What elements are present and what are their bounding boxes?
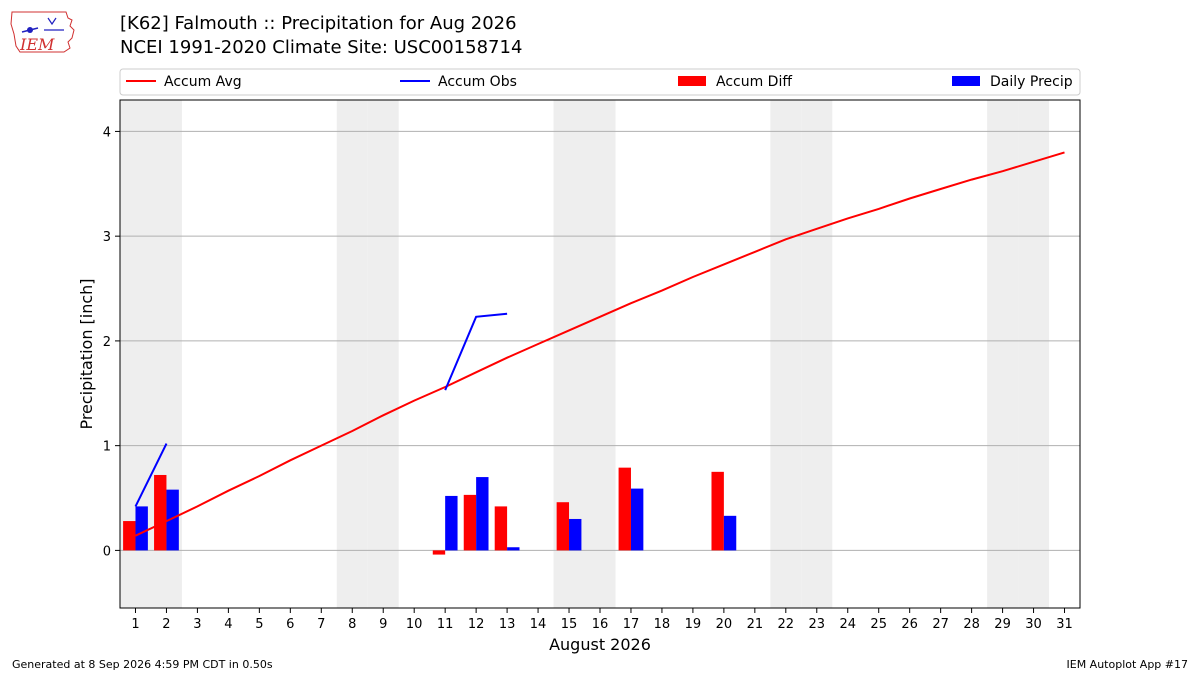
x-tick-label: 21 [747,617,764,632]
x-tick-label: 14 [530,617,547,632]
bar-accum-diff [463,494,477,551]
x-tick-label: 1 [131,617,139,632]
iem-logo: IEM [10,11,75,54]
x-tick-label: 9 [379,617,387,632]
legend-label-accum-obs: Accum Obs [438,74,517,90]
legend-swatch-daily-precip [952,76,980,86]
x-tick-label: 6 [286,617,294,632]
svg-text:IEM: IEM [19,35,55,54]
legend-label-daily-precip: Daily Precip [990,74,1073,90]
bar-daily-precip [507,547,520,551]
x-tick-label: 7 [317,617,325,632]
line-accum-obs [134,312,508,507]
x-tick-label: 3 [193,617,201,632]
bar-accum-diff [432,550,446,555]
x-tick-label: 10 [406,617,423,632]
x-tick-label: 8 [348,617,356,632]
weekend-band [770,100,802,608]
legend-swatch-accum-diff [678,76,706,86]
y-tick-label: 0 [103,544,111,559]
line-accum-avg [135,151,1065,537]
weekend-band [987,100,1019,608]
bar-accum-diff [618,467,631,551]
x-tick-label: 29 [994,617,1011,632]
bar-accum-diff [154,474,167,551]
legend: Accum Avg Accum Obs Accum Diff Daily Precip [119,68,1081,96]
y-tick-label: 1 [103,440,111,455]
weekend-band [367,100,399,608]
x-tick-label: 18 [654,617,671,632]
x-tick-label: 15 [561,617,578,632]
x-tick-label: 13 [499,617,516,632]
x-axis-label: August 2026 [549,635,651,654]
weekend-band [584,100,616,608]
x-tick-label: 24 [839,617,856,632]
bar-accum-diff [123,521,136,551]
x-tick-label: 4 [224,617,232,632]
bar-daily-precip [630,488,644,551]
chart-title-line1: [K62] Falmouth :: Precipitation for Aug … [120,13,517,34]
chart-title-line2: NCEI 1991-2020 Climate Site: USC00158714 [120,37,523,58]
x-tick-label: 25 [870,617,887,632]
x-tick-label: 20 [716,617,733,632]
x-tick-label: 31 [1056,617,1073,632]
app-credit: IEM Autoplot App #17 [1066,658,1189,671]
bar-daily-precip [445,495,458,551]
bar-accum-diff [711,471,724,551]
weekend-band [336,100,368,608]
y-axis-label: Precipitation [inch] [77,278,96,429]
bar-daily-precip [569,518,582,551]
legend-label-accum-avg: Accum Avg [164,74,242,90]
x-tick-label: 22 [778,617,795,632]
bar-daily-precip [476,477,489,551]
generated-timestamp: Generated at 8 Sep 2026 4:59 PM CDT in 0… [12,658,273,671]
x-tick-label: 11 [437,617,454,632]
bar-daily-precip [135,506,148,551]
x-tick-label: 30 [1025,617,1042,632]
x-tick-label: 16 [592,617,609,632]
x-tick-label: 12 [468,617,485,632]
y-tick-label: 2 [103,335,111,350]
x-tick-label: 28 [963,617,980,632]
x-tick-label: 17 [623,617,640,632]
weekend-band [801,100,833,608]
legend-label-accum-diff: Accum Diff [716,74,792,90]
weekend-band [1018,100,1050,608]
x-tick-label: 2 [162,617,170,632]
x-tick-label: 23 [809,617,826,632]
legend-box [119,68,1081,96]
bar-accum-diff [556,502,570,551]
x-tick-label: 19 [685,617,702,632]
bar-daily-precip [166,489,179,551]
y-tick-label: 3 [103,230,111,245]
x-tick-label: 5 [255,617,263,632]
bar-accum-diff [494,506,508,551]
y-tick-label: 4 [103,125,111,140]
x-tick-label: 26 [901,617,918,632]
x-tick-label: 27 [932,617,949,632]
bar-daily-precip [723,515,737,551]
